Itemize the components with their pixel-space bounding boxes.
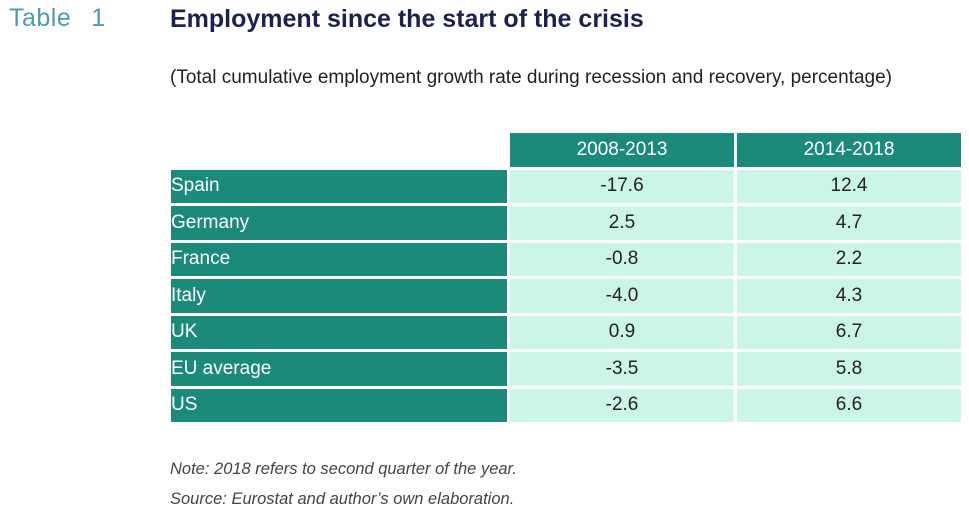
table-row: France -0.8 2.2 <box>171 242 961 276</box>
table-note: Note: 2018 refers to second quarter of t… <box>170 460 518 478</box>
page-title: Employment since the start of the crisis <box>170 5 644 33</box>
table-row: EU average -3.5 5.8 <box>171 352 961 386</box>
cell-2014-2018: 6.7 <box>737 315 961 349</box>
table-row: Germany 2.5 4.7 <box>171 206 961 240</box>
cell-2008-2013: -3.5 <box>510 352 734 386</box>
table-row: UK 0.9 6.7 <box>171 315 961 349</box>
employment-table: 2008-2013 2014-2018 Spain -17.6 12.4 Ger… <box>168 130 964 425</box>
column-header-2014-2018: 2014-2018 <box>737 133 961 167</box>
page-subtitle: (Total cumulative employment growth rate… <box>170 67 892 88</box>
cell-2014-2018: 12.4 <box>737 169 961 203</box>
cell-2008-2013: -2.6 <box>510 388 734 422</box>
table-header-row: 2008-2013 2014-2018 <box>171 133 961 167</box>
table-word: Table <box>9 4 72 32</box>
row-label: Italy <box>171 279 507 313</box>
row-label: France <box>171 242 507 276</box>
table-source: Source: Eurostat and author’s own elabor… <box>170 490 515 508</box>
cell-2014-2018: 5.8 <box>737 352 961 386</box>
row-label: US <box>171 388 507 422</box>
row-label: EU average <box>171 352 507 386</box>
cell-2014-2018: 4.7 <box>737 206 961 240</box>
cell-2008-2013: 0.9 <box>510 315 734 349</box>
row-label: Germany <box>171 206 507 240</box>
cell-2008-2013: -17.6 <box>510 169 734 203</box>
cell-2014-2018: 2.2 <box>737 242 961 276</box>
table-label: Table 1 <box>9 4 106 33</box>
table-row: US -2.6 6.6 <box>171 388 961 422</box>
row-label: Spain <box>171 169 507 203</box>
table-number: 1 <box>91 4 106 32</box>
cell-2014-2018: 4.3 <box>737 279 961 313</box>
cell-2008-2013: -0.8 <box>510 242 734 276</box>
table-row: Italy -4.0 4.3 <box>171 279 961 313</box>
cell-2008-2013: -4.0 <box>510 279 734 313</box>
cell-2008-2013: 2.5 <box>510 206 734 240</box>
table-corner <box>171 133 507 167</box>
table-row: Spain -17.6 12.4 <box>171 169 961 203</box>
column-header-2008-2013: 2008-2013 <box>510 133 734 167</box>
row-label: UK <box>171 315 507 349</box>
cell-2014-2018: 6.6 <box>737 388 961 422</box>
